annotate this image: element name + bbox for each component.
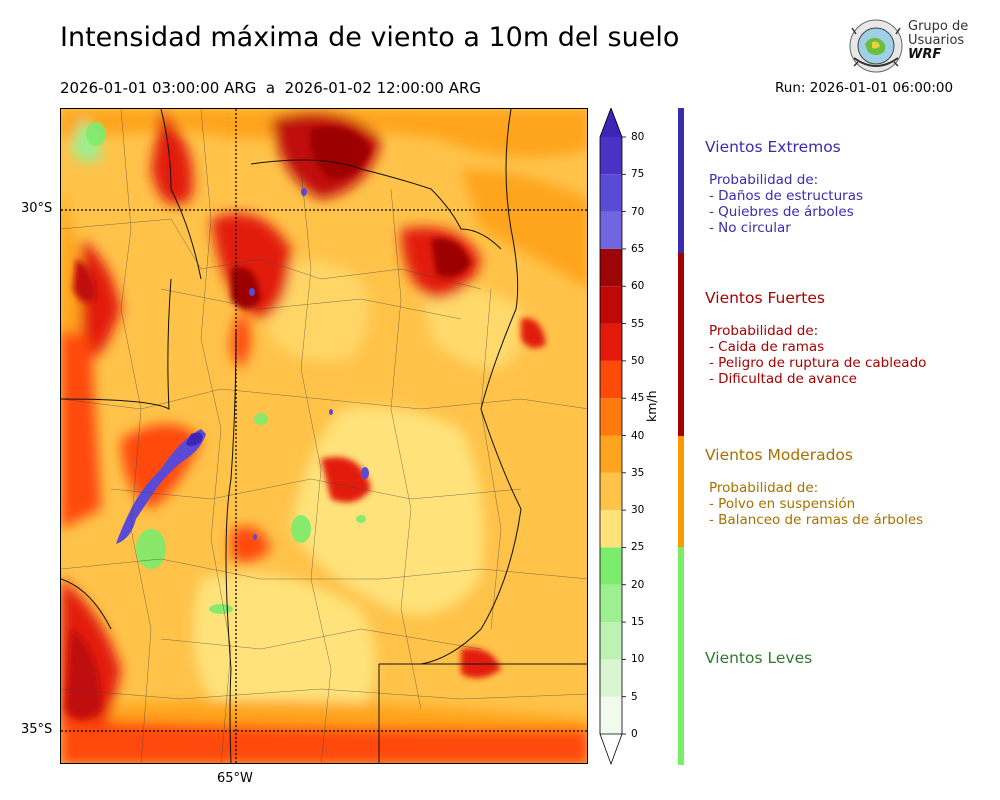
extreme-spot-1: [301, 188, 307, 196]
category-bar-strong: [678, 253, 684, 436]
lat-label-30s: 30°S: [21, 201, 53, 216]
logo-line-2: Usuarios: [908, 33, 965, 48]
category-desc-line: - Daños de estructuras: [709, 188, 864, 204]
colorbar-extend-max: [600, 108, 622, 137]
category-desc-line: - Balanceo de ramas de árboles: [709, 512, 924, 528]
colorbar-tick-label: 35: [631, 466, 645, 479]
colorbar-swatch: [600, 323, 622, 361]
colorbar-swatch: [600, 510, 622, 548]
colorbar-tick-label: 65: [631, 242, 645, 255]
extreme-wind-band: [116, 429, 206, 544]
province-borders: [61, 109, 587, 763]
colorbar-swatch: [600, 286, 622, 324]
colorbar-tick-label: 70: [631, 205, 645, 218]
category-desc-extreme: Probabilidad de: - Daños de estructuras …: [709, 172, 863, 236]
map-title: Intensidad máxima de viento a 10m del su…: [60, 22, 680, 53]
category-desc-line: - Dificultad de avance: [709, 371, 857, 387]
colorbar-tick-label: 50: [631, 354, 645, 367]
category-title-strong: Vientos Fuertes: [705, 289, 825, 307]
category-title-light: Vientos Leves: [705, 649, 813, 667]
category-desc-line: - Peligro de ruptura de cableado: [709, 355, 927, 371]
extreme-wind-core: [186, 432, 203, 447]
valid-period: 2026-01-01 03:00:00 ARG a 2026-01-02 12:…: [60, 79, 482, 97]
wind-cores: [66, 126, 546, 719]
category-desc-moderate: Probabilidad de: - Polvo en suspensión -…: [709, 480, 923, 528]
colorbar-tick-label: 45: [631, 392, 645, 405]
extreme-spot-3: [361, 467, 369, 479]
colorbar-swatch: [600, 622, 622, 660]
colorbar-tick-label: 15: [631, 616, 645, 629]
category-title-moderate: Vientos Moderados: [705, 446, 853, 464]
department-borders: [61, 109, 587, 763]
globe-icon: [849, 19, 903, 73]
colorbar-tick-label: 80: [631, 131, 645, 143]
wind-map: [60, 108, 588, 764]
colorbar-outline: [599, 106, 623, 734]
colorbar-tick-label: 20: [631, 578, 645, 591]
category-desc-line: - No circular: [709, 220, 791, 236]
colorbar-tick-label: 5: [631, 690, 638, 703]
colorbar-unit: km/h: [644, 390, 659, 422]
colorbar-swatch: [600, 360, 622, 399]
run-time: Run: 2026-01-01 06:00:00: [775, 80, 954, 96]
colorbar-swatch: [600, 398, 622, 436]
category-desc-strong: Probabilidad de: - Caida de ramas - Peli…: [709, 323, 926, 387]
category-desc-line: Probabilidad de:: [709, 480, 819, 496]
colorbar-tick-label: 75: [631, 168, 645, 181]
category-bar-extreme: [678, 108, 684, 253]
colorbar-swatch: [600, 547, 622, 585]
category-desc-line: Probabilidad de:: [709, 323, 819, 339]
colorbar-tick-label: 0: [631, 728, 638, 740]
colorbar-swatch: [600, 472, 622, 511]
wind-field: [61, 109, 587, 763]
logo-text: Grupo de Usuarios WRF: [908, 20, 968, 62]
colorbar-swatch: [600, 248, 622, 287]
colorbar-tick-label: 55: [631, 317, 645, 330]
category-bar-light: [678, 547, 684, 765]
grupo-usuarios-wrf-logo: Grupo de Usuarios WRF: [848, 18, 970, 74]
logo-line-1: Grupo de: [908, 19, 969, 34]
category-title-extreme: Vientos Extremos: [705, 138, 841, 156]
category-bar-moderate: [678, 436, 684, 547]
extreme-spot-5: [253, 534, 257, 540]
colorbar-swatch: [600, 659, 622, 697]
category-desc-line: - Caida de ramas: [709, 339, 825, 355]
lon-label-65w: 65°W: [217, 771, 253, 786]
colorbar-tick-label: 30: [631, 504, 645, 517]
colorbar-tick-label: 60: [631, 280, 645, 293]
colorbar: [598, 106, 658, 768]
extreme-spot-4: [329, 409, 333, 415]
category-desc-line: Probabilidad de:: [709, 172, 819, 188]
colorbar-swatch: [600, 137, 622, 175]
colorbar-swatches: [599, 106, 626, 766]
colorbar-tick-label: 25: [631, 541, 645, 554]
colorbar-swatch: [600, 174, 622, 212]
category-desc-line: - Polvo en suspensión: [709, 496, 856, 512]
wind-regions: [61, 109, 587, 763]
logo-line-3: WRF: [908, 47, 942, 62]
colorbar-extend-min: [599, 733, 623, 766]
colorbar-swatch: [600, 696, 622, 734]
category-desc-line: - Quiebres de árboles: [709, 204, 854, 220]
lat-label-35s: 35°S: [21, 722, 53, 737]
colorbar-tick-label: 10: [631, 653, 645, 666]
colorbar-tick-label: 40: [631, 429, 645, 442]
colorbar-swatch: [600, 435, 622, 473]
colorbar-swatch: [600, 211, 622, 249]
extreme-spot-2: [249, 288, 255, 296]
colorbar-swatch: [600, 584, 622, 623]
